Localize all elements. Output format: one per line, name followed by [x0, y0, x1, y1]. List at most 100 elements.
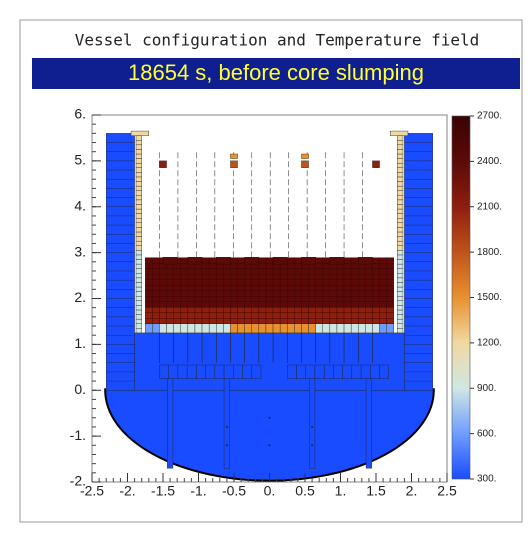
cell — [294, 323, 302, 334]
colorbar-label: 900. — [477, 383, 496, 394]
cell — [365, 273, 373, 280]
cell — [386, 296, 394, 302]
cell — [287, 318, 295, 324]
cell — [287, 257, 295, 264]
cell — [208, 273, 217, 280]
cell — [230, 307, 238, 313]
cell — [208, 290, 217, 297]
cell — [272, 318, 281, 324]
cell — [358, 323, 366, 334]
cell — [397, 231, 404, 237]
cell — [145, 318, 153, 324]
cell — [379, 312, 387, 319]
cell — [272, 279, 281, 286]
cell — [230, 312, 238, 319]
cell — [386, 268, 394, 275]
cell — [397, 254, 404, 260]
cell — [301, 323, 309, 334]
cell — [397, 195, 404, 201]
cell — [379, 307, 387, 313]
cell — [237, 312, 245, 319]
cell — [358, 312, 366, 319]
cell — [152, 268, 160, 275]
cell — [365, 279, 373, 286]
cell — [265, 307, 274, 313]
cell — [251, 307, 260, 313]
cell — [135, 167, 142, 173]
cell — [322, 323, 331, 334]
cell — [180, 290, 189, 297]
cell — [322, 268, 331, 275]
cell — [230, 323, 238, 334]
cell — [251, 273, 260, 280]
cell — [397, 153, 404, 159]
cell — [159, 268, 167, 275]
cell — [379, 323, 387, 334]
cell — [166, 307, 174, 313]
cell — [208, 279, 217, 286]
cell — [180, 312, 189, 319]
cell — [244, 301, 252, 308]
cell — [173, 284, 181, 291]
cell — [397, 250, 404, 256]
cell — [265, 301, 274, 308]
cell — [315, 318, 323, 324]
cell — [329, 312, 338, 319]
cell — [372, 160, 380, 168]
cell — [173, 301, 181, 308]
cell — [372, 323, 380, 334]
cell — [214, 364, 225, 379]
cell — [152, 307, 160, 313]
cell — [379, 318, 387, 324]
cell — [180, 279, 189, 286]
cell — [322, 296, 331, 302]
cell — [343, 268, 352, 275]
cell — [166, 268, 174, 275]
cell — [397, 213, 404, 219]
y-tick-label: 1. — [74, 335, 86, 351]
cell — [237, 257, 245, 264]
cell — [251, 364, 262, 379]
cell — [244, 296, 252, 302]
cell — [237, 296, 245, 302]
cell — [397, 190, 404, 196]
cell — [343, 323, 352, 334]
cell — [370, 364, 380, 379]
cell — [258, 262, 267, 269]
cell — [308, 273, 316, 280]
cell — [145, 279, 153, 286]
cell — [350, 257, 359, 264]
cell — [166, 290, 174, 297]
cell — [166, 301, 174, 308]
cell — [358, 318, 366, 324]
cell — [397, 300, 404, 306]
cell — [329, 307, 338, 313]
cell — [166, 284, 174, 291]
cell — [258, 296, 267, 302]
cell — [329, 318, 338, 324]
cell — [244, 290, 252, 297]
cell — [397, 167, 404, 173]
cell — [135, 328, 142, 334]
cell — [194, 307, 203, 313]
cell — [301, 290, 309, 297]
cell — [287, 307, 295, 313]
cell — [135, 140, 142, 146]
cell — [201, 296, 210, 302]
cell — [329, 268, 338, 275]
cell — [186, 364, 197, 379]
cell — [194, 279, 203, 286]
cell — [379, 268, 387, 275]
cell — [187, 307, 196, 313]
cell — [208, 323, 217, 334]
cell — [251, 323, 260, 334]
cell — [135, 305, 142, 311]
cell — [187, 284, 196, 291]
cell — [322, 312, 331, 319]
cell — [365, 378, 372, 469]
x-tick-label: 1. — [335, 483, 347, 499]
subtitle: 18654 s, before core slumping — [128, 60, 424, 85]
cell — [258, 323, 267, 334]
cell — [350, 318, 359, 324]
cell — [230, 279, 238, 286]
